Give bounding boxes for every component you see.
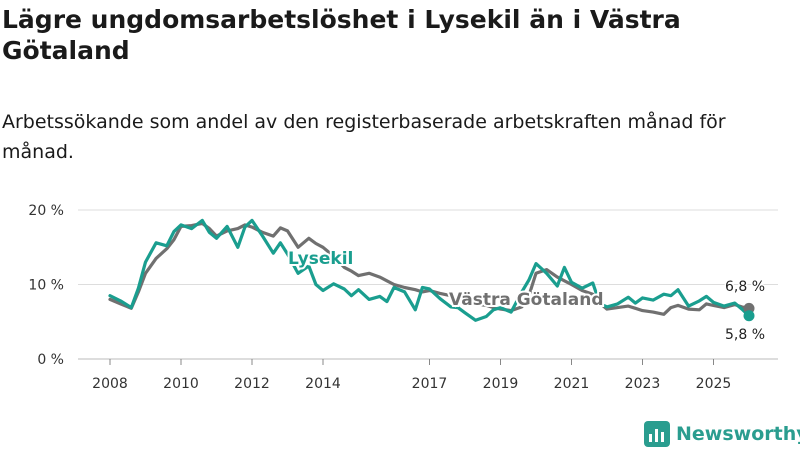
end-value-lysekil: 5,8 % <box>725 327 765 343</box>
gridlines <box>78 209 778 360</box>
x-tick-label: 2012 <box>234 376 270 392</box>
brand-name: Newsworthy <box>676 423 800 445</box>
x-tick-label: 2017 <box>412 376 448 392</box>
bar-chart-icon <box>644 421 670 447</box>
x-tick-label: 2014 <box>305 376 341 392</box>
series-label-vastra-gotaland: Västra Götaland <box>449 290 604 310</box>
x-tick-label: 2023 <box>625 376 661 392</box>
newsworthy-logo[interactable]: Newsworthy <box>644 420 800 448</box>
series-line-lysekil <box>108 218 751 322</box>
y-axis-ticks: 0 % 10 % 20 % <box>28 203 64 368</box>
x-tick-label: 2019 <box>483 376 519 392</box>
x-tick-label: 2025 <box>696 376 732 392</box>
chart-subtitle: Arbetssökande som andel av den registerb… <box>2 111 726 163</box>
y-tick-label: 0 % <box>37 352 64 368</box>
x-tick-label: 2010 <box>163 376 199 392</box>
x-axis-ticks: 2008 2010 2012 2014 2017 2019 2021 2023 2025 <box>92 359 731 392</box>
x-tick-label: 2008 <box>92 376 128 392</box>
chart-title: Lägre ungdomsarbetslöshet i Lysekil än i… <box>2 5 681 65</box>
y-tick-label: 20 % <box>28 203 64 219</box>
series-lines <box>108 218 755 322</box>
y-tick-label: 10 % <box>28 278 64 294</box>
endpoint-lysekil <box>743 310 755 322</box>
series-labels: Lysekil Västra Götaland 6,8 % 5,8 % <box>286 247 767 345</box>
x-tick-label: 2021 <box>554 376 590 392</box>
end-value-vastra-gotaland: 6,8 % <box>725 279 765 295</box>
series-label-lysekil: Lysekil <box>288 249 353 269</box>
